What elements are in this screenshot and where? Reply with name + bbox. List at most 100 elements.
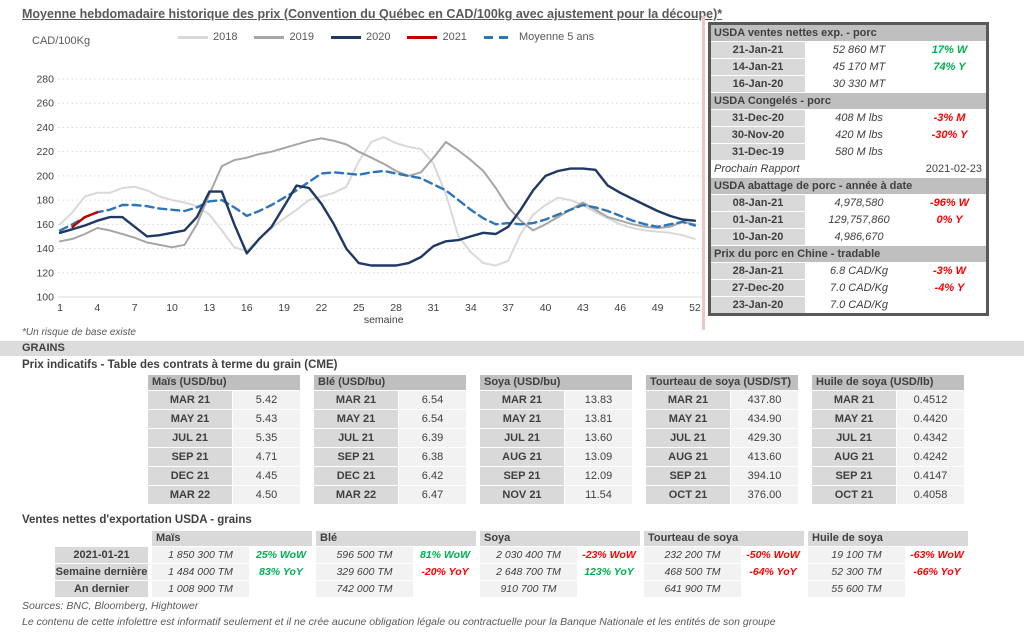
futures-contract-month: JUL 21 <box>314 429 398 447</box>
x-tick-label: 34 <box>465 302 477 314</box>
futures-row: OCT 21 0.4058 <box>812 486 964 504</box>
x-tick-label: 37 <box>502 302 514 314</box>
exports-row: 55 600 TM <box>808 581 968 597</box>
exports-row: 19 100 TM -63% WoW <box>808 547 968 563</box>
pork-row-date: 14-Jan-21 <box>711 59 805 75</box>
pork-row-date: 21-Jan-21 <box>711 42 805 58</box>
exports-change: -64% YoY <box>742 564 804 580</box>
pork-row-value: 129,757,860 <box>806 212 912 228</box>
exports-change <box>578 581 640 597</box>
futures-price: 13.83 <box>565 391 632 409</box>
exports-group: Huile de soya 19 100 TM -63% WoW 52 300 TM -… <box>808 531 968 598</box>
futures-row: SEP 21 6.38 <box>314 448 466 466</box>
futures-row: DEC 21 4.45 <box>148 467 300 485</box>
futures-row: MAY 21 13.81 <box>480 410 632 428</box>
exports-row: 468 500 TM -64% YoY <box>644 564 804 580</box>
futures-contract-month: MAY 21 <box>314 410 398 428</box>
pork-row-date: 16-Jan-20 <box>711 76 805 92</box>
exports-row: 2 648 700 TM 123% YoY <box>480 564 640 580</box>
exports-volume: 641 900 TM <box>644 581 741 597</box>
exports-row: 2 030 400 TM -23% WoW <box>480 547 640 563</box>
exports-change: -50% WoW <box>742 547 804 563</box>
x-axis-label: semaine <box>364 314 404 326</box>
futures-price: 413.60 <box>731 448 798 466</box>
futures-contract-month: MAY 21 <box>646 410 730 428</box>
exports-change: -20% YoY <box>414 564 476 580</box>
exports-group-header: Blé <box>316 531 476 546</box>
legend-item-2020: 2020 <box>330 31 390 43</box>
x-tick-label: 1 <box>57 302 63 314</box>
pork-row-change <box>913 297 986 313</box>
futures-row: OCT 21 376.00 <box>646 486 798 504</box>
futures-contract-month: SEP 21 <box>480 467 564 485</box>
exports-volume: 2 030 400 TM <box>480 547 577 563</box>
futures-contract-month: MAR 21 <box>812 391 896 409</box>
futures-contract-month: MAR 21 <box>314 391 398 409</box>
legend-swatch-icon <box>407 35 438 39</box>
exports-group-header: Soya <box>480 531 640 546</box>
pork-row-change: 0% Y <box>913 212 986 228</box>
pork-row-value: 580 M lbs <box>806 144 912 160</box>
legend-swatch-icon <box>330 35 361 39</box>
exports-volume: 1 484 000 TM <box>152 564 249 580</box>
exports-change: 83% YoY <box>250 564 312 580</box>
x-tick-label: 13 <box>204 302 216 314</box>
futures-price: 0.4342 <box>897 429 964 447</box>
exports-change: 25% WoW <box>250 547 312 563</box>
x-tick-label: 10 <box>166 302 178 314</box>
futures-contract-month: MAR 21 <box>480 391 564 409</box>
legend-label: 2018 <box>213 31 238 43</box>
futures-contract-month: MAR 22 <box>314 486 398 504</box>
futures-row: JUL 21 429.30 <box>646 429 798 447</box>
exports-group: Soya 2 030 400 TM -23% WoW 2 648 700 TM 123%… <box>480 531 640 598</box>
exports-row: 641 900 TM <box>644 581 804 597</box>
futures-group-header: Huile de soya (USD/lb) <box>812 375 964 390</box>
futures-price: 6.47 <box>399 486 466 504</box>
pork-row-value: 408 M lbs <box>806 110 912 126</box>
pork-data-grid: USDA ventes nettes exp. - porc 21-Jan-21 5… <box>711 25 986 313</box>
futures-contract-month: JUL 21 <box>812 429 896 447</box>
futures-row: SEP 21 394.10 <box>646 467 798 485</box>
pork-section-header: Prix du porc en Chine - tradable <box>711 246 986 262</box>
futures-price: 0.4512 <box>897 391 964 409</box>
x-tick-label: 28 <box>390 302 402 314</box>
futures-row: AUG 21 0.4242 <box>812 448 964 466</box>
pork-row-date: 30-Nov-20 <box>711 127 805 143</box>
exports-change: 81% WoW <box>414 547 476 563</box>
pork-row-change <box>913 229 986 245</box>
futures-contract-month: MAY 21 <box>480 410 564 428</box>
futures-row: JUL 21 13.60 <box>480 429 632 447</box>
futures-group: Maïs (USD/bu) MAR 21 5.42 MAY 21 5.43 JUL 21 5… <box>148 375 300 505</box>
exports-row: 742 000 TM <box>316 581 476 597</box>
exports-row: 1 850 300 TM 25% WoW <box>152 547 312 563</box>
exports-label-column: 2021-01-21 Semaine dernière An dernier <box>55 531 148 598</box>
futures-contract-month: OCT 21 <box>812 486 896 504</box>
series-line-moyenne-5-ans <box>58 169 697 232</box>
exports-group-header: Huile de soya <box>808 531 968 546</box>
pork-section-header: USDA Congelés - porc <box>711 93 986 109</box>
exports-volume: 1 850 300 TM <box>152 547 249 563</box>
pork-row-date: 23-Jan-20 <box>711 297 805 313</box>
exports-group: Blé 596 500 TM 81% WoW 329 600 TM -20% YoY 74… <box>316 531 476 598</box>
pork-next-report-date: 2021-02-23 <box>913 161 986 177</box>
y-tick-label: 220 <box>36 146 54 158</box>
legend-label: 2019 <box>289 31 314 43</box>
exports-group-header: Tourteau de soya <box>644 531 804 546</box>
futures-row: SEP 21 4.71 <box>148 448 300 466</box>
x-tick-label: 46 <box>614 302 626 314</box>
futures-row: MAR 22 6.47 <box>314 486 466 504</box>
y-tick-label: 180 <box>36 195 54 207</box>
exports-volume: 596 500 TM <box>316 547 413 563</box>
futures-row: DEC 21 6.42 <box>314 467 466 485</box>
exports-row: 52 300 TM -66% YoY <box>808 564 968 580</box>
pork-row-value: 7.0 CAD/Kg <box>806 297 912 313</box>
exports-change: -66% YoY <box>906 564 968 580</box>
futures-table: Maïs (USD/bu) MAR 21 5.42 MAY 21 5.43 JUL 21 5… <box>148 375 964 505</box>
legend-swatch-icon <box>178 35 208 39</box>
futures-row: MAR 21 6.54 <box>314 391 466 409</box>
futures-price: 429.30 <box>731 429 798 447</box>
futures-price: 4.71 <box>233 448 300 466</box>
legend-swatch-icon <box>483 35 514 39</box>
futures-row: AUG 21 413.60 <box>646 448 798 466</box>
pork-row-change: -3% W <box>913 263 986 279</box>
